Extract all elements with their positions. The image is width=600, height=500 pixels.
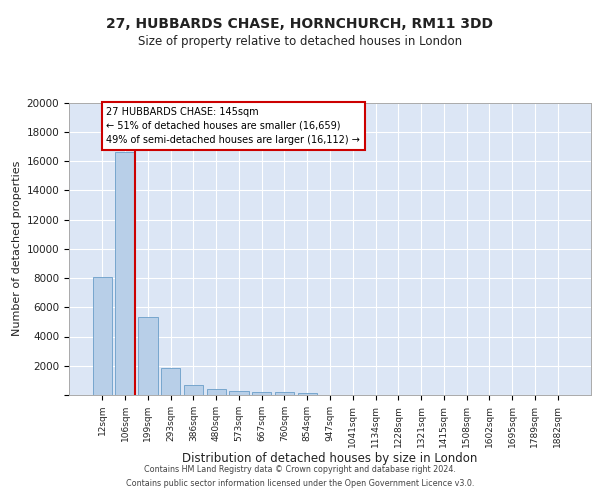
Text: 27 HUBBARDS CHASE: 145sqm
← 51% of detached houses are smaller (16,659)
49% of s: 27 HUBBARDS CHASE: 145sqm ← 51% of detac… <box>106 107 361 145</box>
Bar <box>161 368 181 395</box>
Bar <box>184 385 203 395</box>
Bar <box>206 390 226 395</box>
Bar <box>138 318 158 395</box>
Bar <box>275 392 294 395</box>
Bar <box>93 276 112 395</box>
Text: Contains HM Land Registry data © Crown copyright and database right 2024.
Contai: Contains HM Land Registry data © Crown c… <box>126 466 474 487</box>
Bar <box>252 392 271 395</box>
Bar <box>229 391 248 395</box>
Bar <box>298 393 317 395</box>
Text: 27, HUBBARDS CHASE, HORNCHURCH, RM11 3DD: 27, HUBBARDS CHASE, HORNCHURCH, RM11 3DD <box>107 18 493 32</box>
Y-axis label: Number of detached properties: Number of detached properties <box>13 161 22 336</box>
X-axis label: Distribution of detached houses by size in London: Distribution of detached houses by size … <box>182 452 478 466</box>
Text: Size of property relative to detached houses in London: Size of property relative to detached ho… <box>138 35 462 48</box>
Bar <box>115 152 135 395</box>
